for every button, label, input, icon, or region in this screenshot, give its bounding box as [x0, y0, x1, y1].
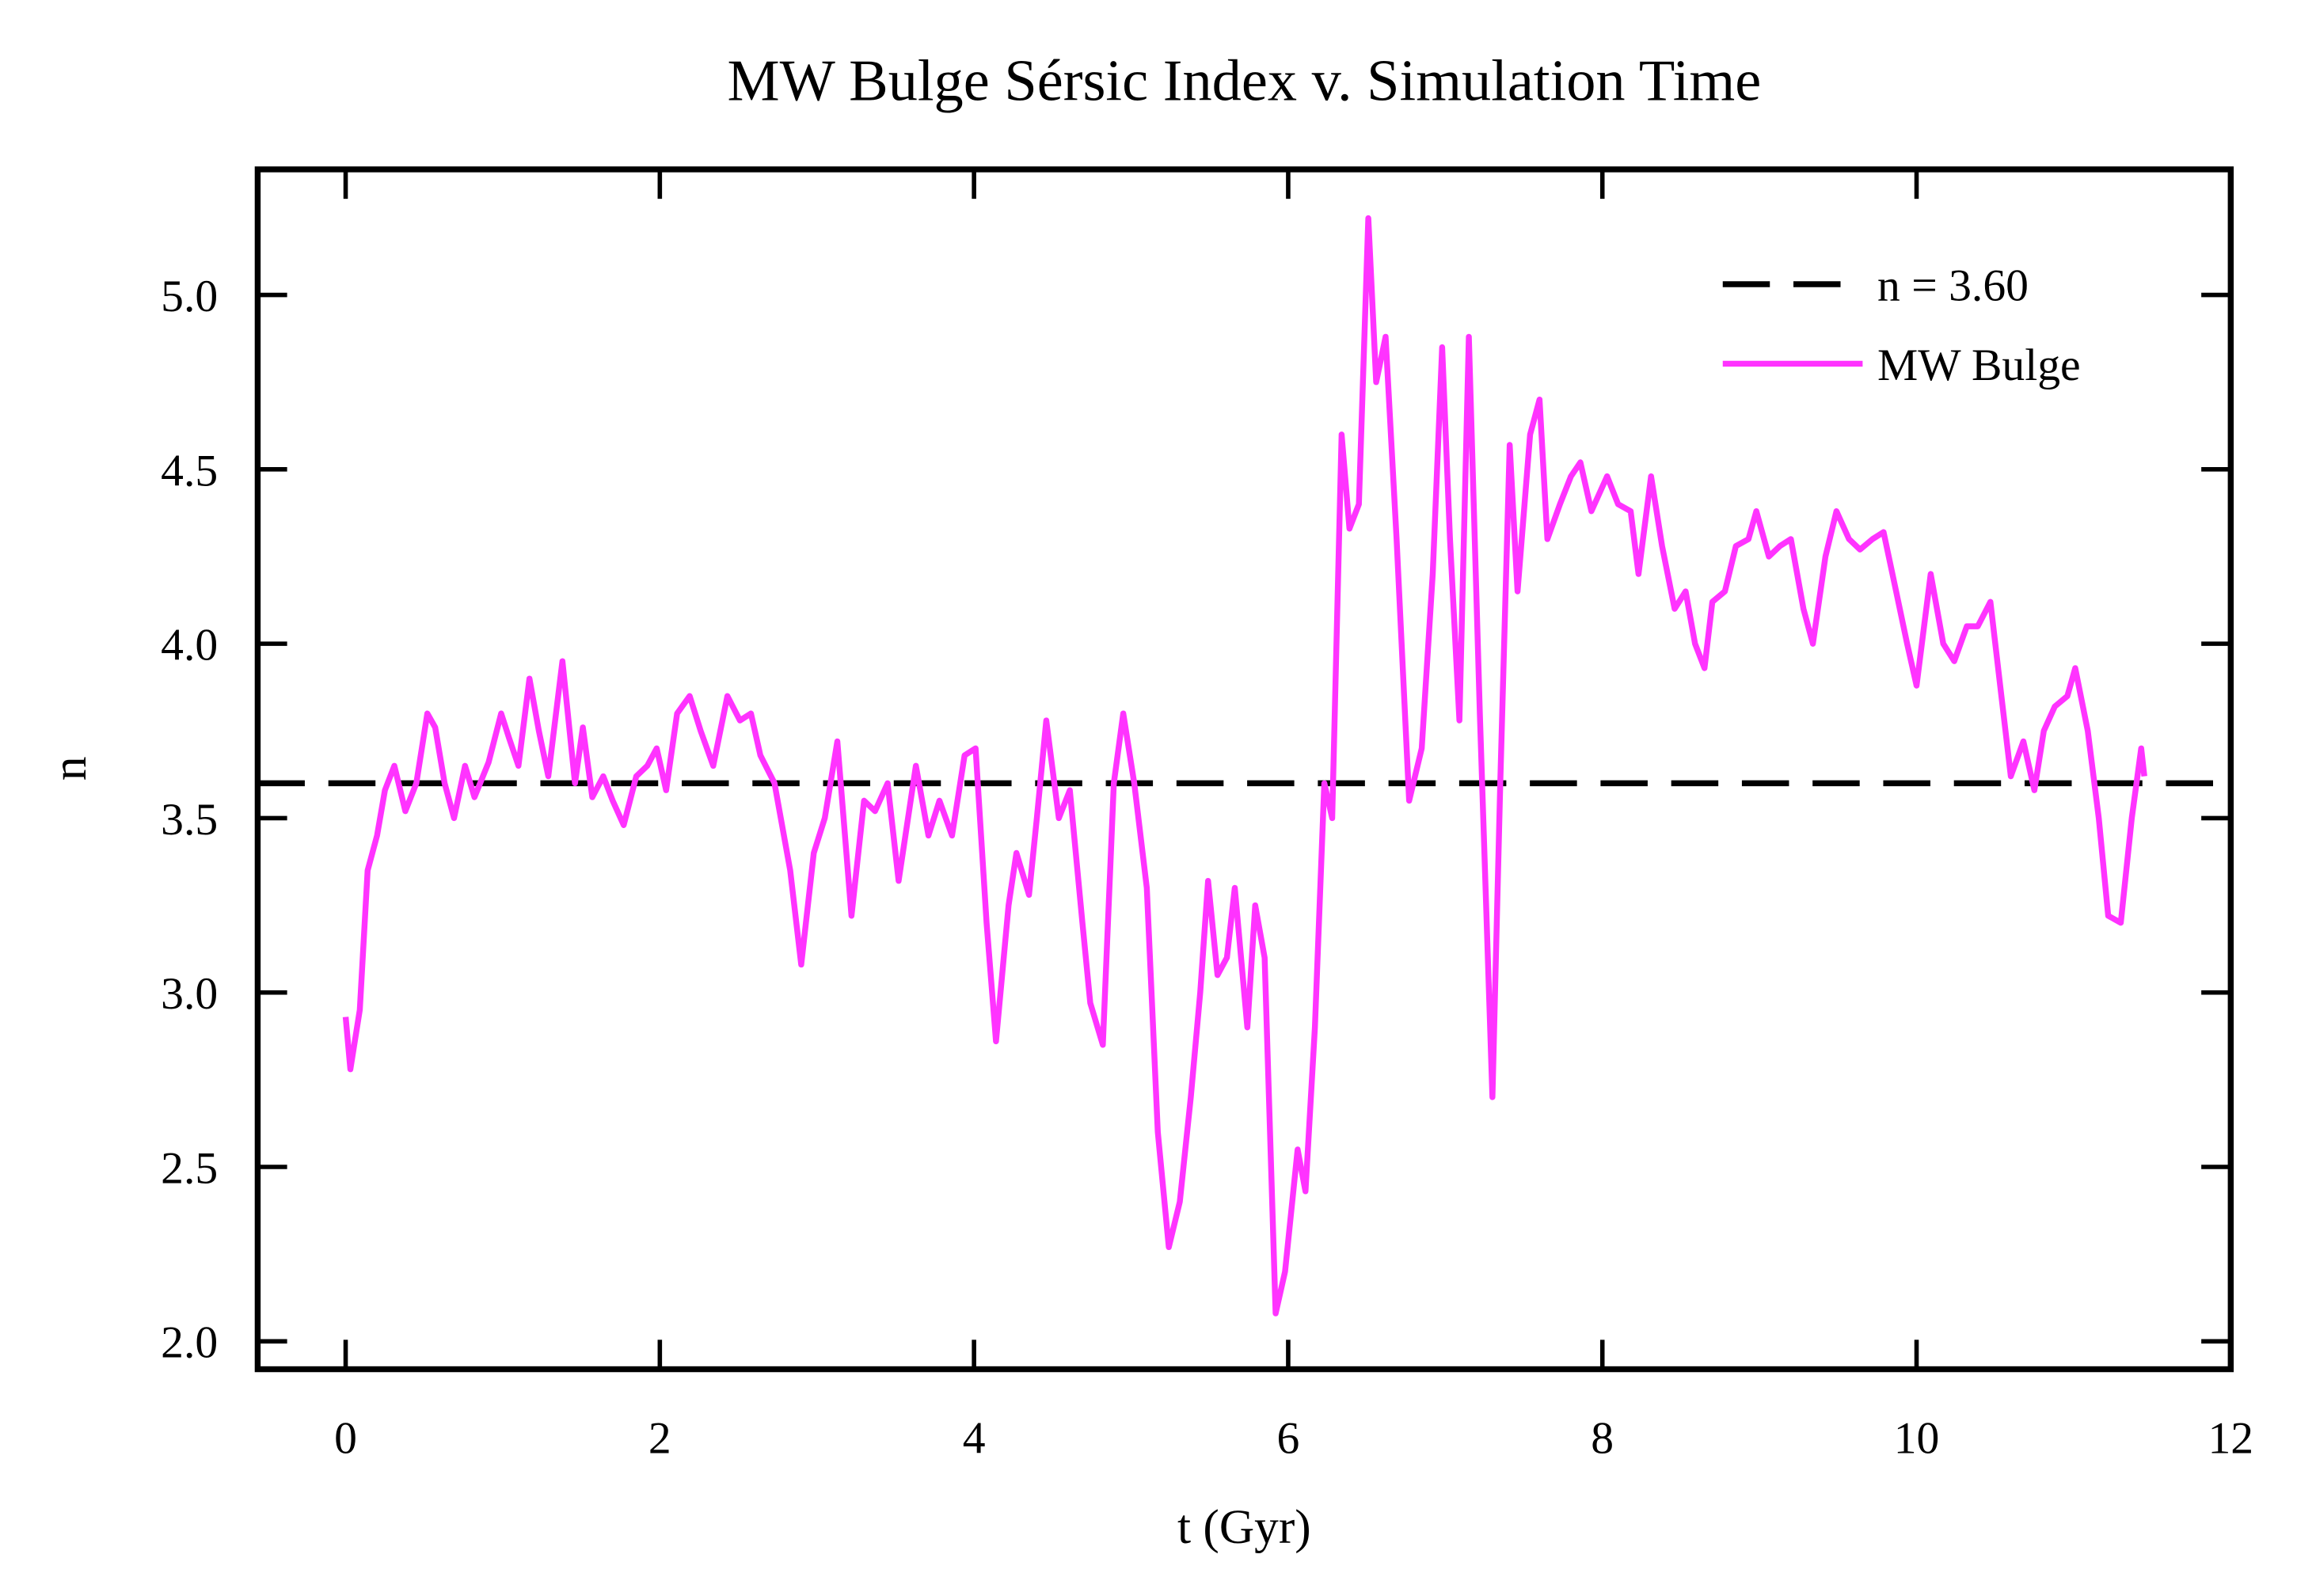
y-tick-label: 4.5 [161, 446, 218, 496]
x-tick-label: 12 [2208, 1414, 2254, 1464]
x-tick-label: 0 [334, 1414, 357, 1464]
x-tick-label: 2 [648, 1414, 671, 1464]
x-tick-label: 6 [1277, 1414, 1300, 1464]
plot-frame [254, 166, 2234, 1373]
y-tick-label: 2.5 [161, 1143, 218, 1193]
y-tick-label: 3.5 [161, 795, 218, 845]
data-line [342, 215, 2147, 1317]
y-tick-label: 2.0 [161, 1318, 218, 1368]
y-tick-label: 3.0 [161, 969, 218, 1019]
y-tick-label: 4.0 [161, 621, 218, 671]
legend-label: MW Bulge [1877, 340, 2081, 390]
chart-title: MW Bulge Sérsic Index v. Simulation Time [728, 49, 1762, 114]
x-tick-label: 8 [1591, 1414, 1614, 1464]
x-axis-label: t (Gyr) [1177, 1500, 1311, 1554]
x-tick-label: 10 [1894, 1414, 1940, 1464]
y-tick-label: 5.0 [161, 272, 218, 321]
x-tick-label: 4 [963, 1414, 986, 1464]
y-axis-label: n [43, 756, 97, 781]
legend-label: n = 3.60 [1877, 260, 2029, 310]
